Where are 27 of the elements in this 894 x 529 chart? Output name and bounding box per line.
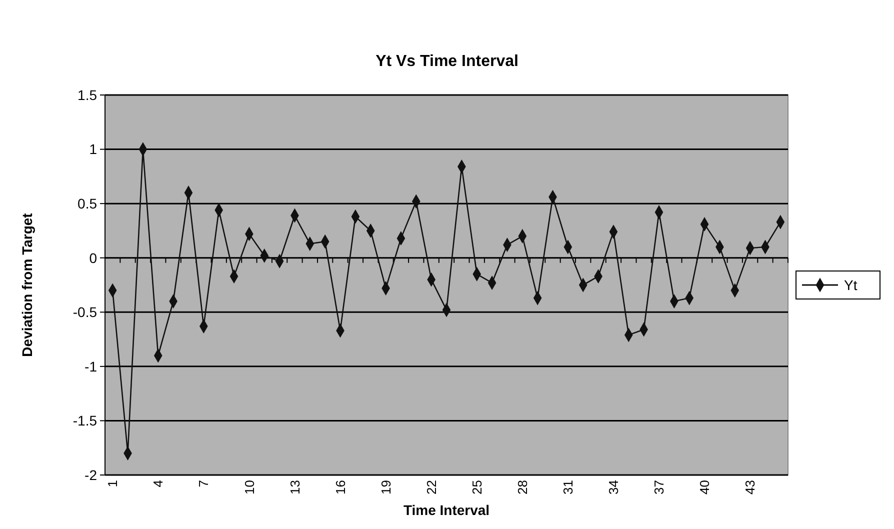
y-tick-label: -1 — [84, 358, 98, 374]
x-tick-label: 10 — [242, 480, 257, 494]
x-tick-label: 31 — [560, 480, 576, 494]
y-tick-label: 0 — [89, 250, 98, 266]
y-tick-label: -0.5 — [72, 304, 98, 320]
x-tick-label: 19 — [378, 480, 394, 494]
x-tick-label: 4 — [150, 480, 166, 488]
x-tick-label: 25 — [469, 480, 484, 494]
x-tick-label: 28 — [514, 480, 530, 494]
y-tick-label: -2 — [84, 466, 98, 483]
x-tick-label: 7 — [196, 480, 212, 488]
x-tick-label: 16 — [332, 480, 348, 494]
x-tick-label: 34 — [606, 480, 622, 494]
y-tick-label: 1 — [89, 141, 98, 158]
y-tick-label: 1.5 — [78, 86, 98, 103]
x-tick-label: 37 — [652, 480, 667, 494]
chart-title: Yt Vs Time Interval — [376, 53, 518, 70]
legend-label: Yt — [844, 276, 858, 293]
x-tick-label: 22 — [424, 480, 439, 494]
x-tick-label: 43 — [742, 480, 758, 494]
x-tick-label: 40 — [697, 480, 712, 494]
x-tick-label: 13 — [287, 480, 302, 494]
y-tick-label: 0.5 — [78, 195, 98, 212]
y-tick-label: -1.5 — [72, 412, 98, 429]
x-axis-title: Time Interval — [403, 502, 490, 518]
x-tick-label: 1 — [105, 480, 120, 488]
y-axis-title: Deviation from Target — [19, 212, 35, 357]
